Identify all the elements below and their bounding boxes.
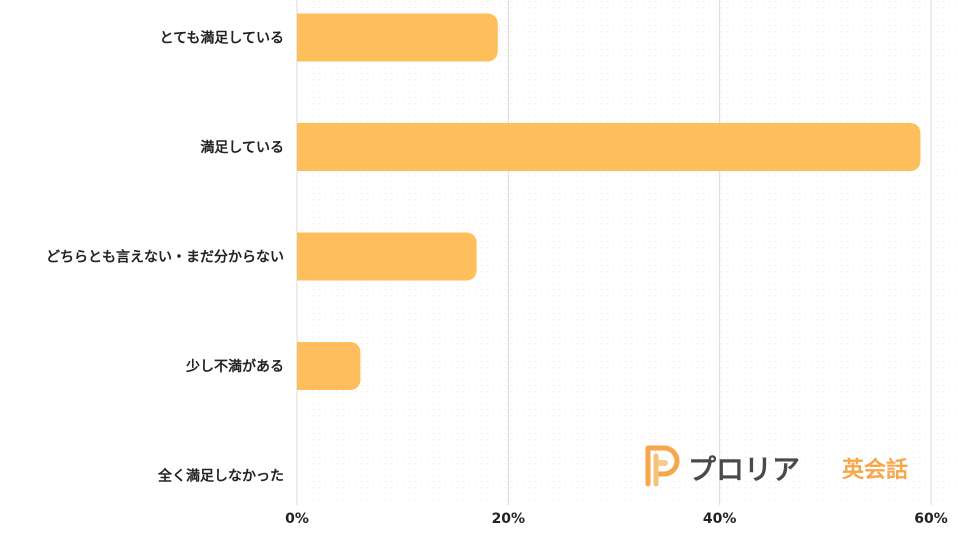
bars: [297, 13, 921, 390]
gridlines: [296, 0, 932, 505]
bar-3: [297, 342, 361, 390]
x-tick-label: 60%: [914, 511, 948, 527]
bar-0: [297, 13, 498, 62]
category-label-0: とても満足している: [160, 30, 284, 47]
brand-logo: プロリア 英会話: [645, 445, 908, 487]
category-label-2: どちらとも言えない・まだ分からない: [46, 249, 284, 266]
logo-subtitle: 英会話: [842, 457, 908, 483]
category-label-4: 全く満足しなかった: [157, 468, 284, 485]
x-tick-label: 40%: [703, 511, 737, 527]
category-labels: とても満足している満足しているどちらとも言えない・まだ分からない少し不満がある全…: [46, 30, 284, 485]
p-logo-icon: [645, 445, 680, 487]
x-tick-label: 20%: [492, 511, 526, 527]
category-label-1: 満足している: [200, 139, 284, 156]
bar-1: [297, 123, 921, 171]
x-axis-ticks: 0% 20% 40% 60%: [285, 511, 948, 527]
logo-name: プロリア: [688, 453, 800, 486]
bar-2: [297, 232, 477, 281]
x-tick-label: 0%: [285, 511, 309, 527]
category-label-3: 少し不満がある: [185, 358, 284, 375]
